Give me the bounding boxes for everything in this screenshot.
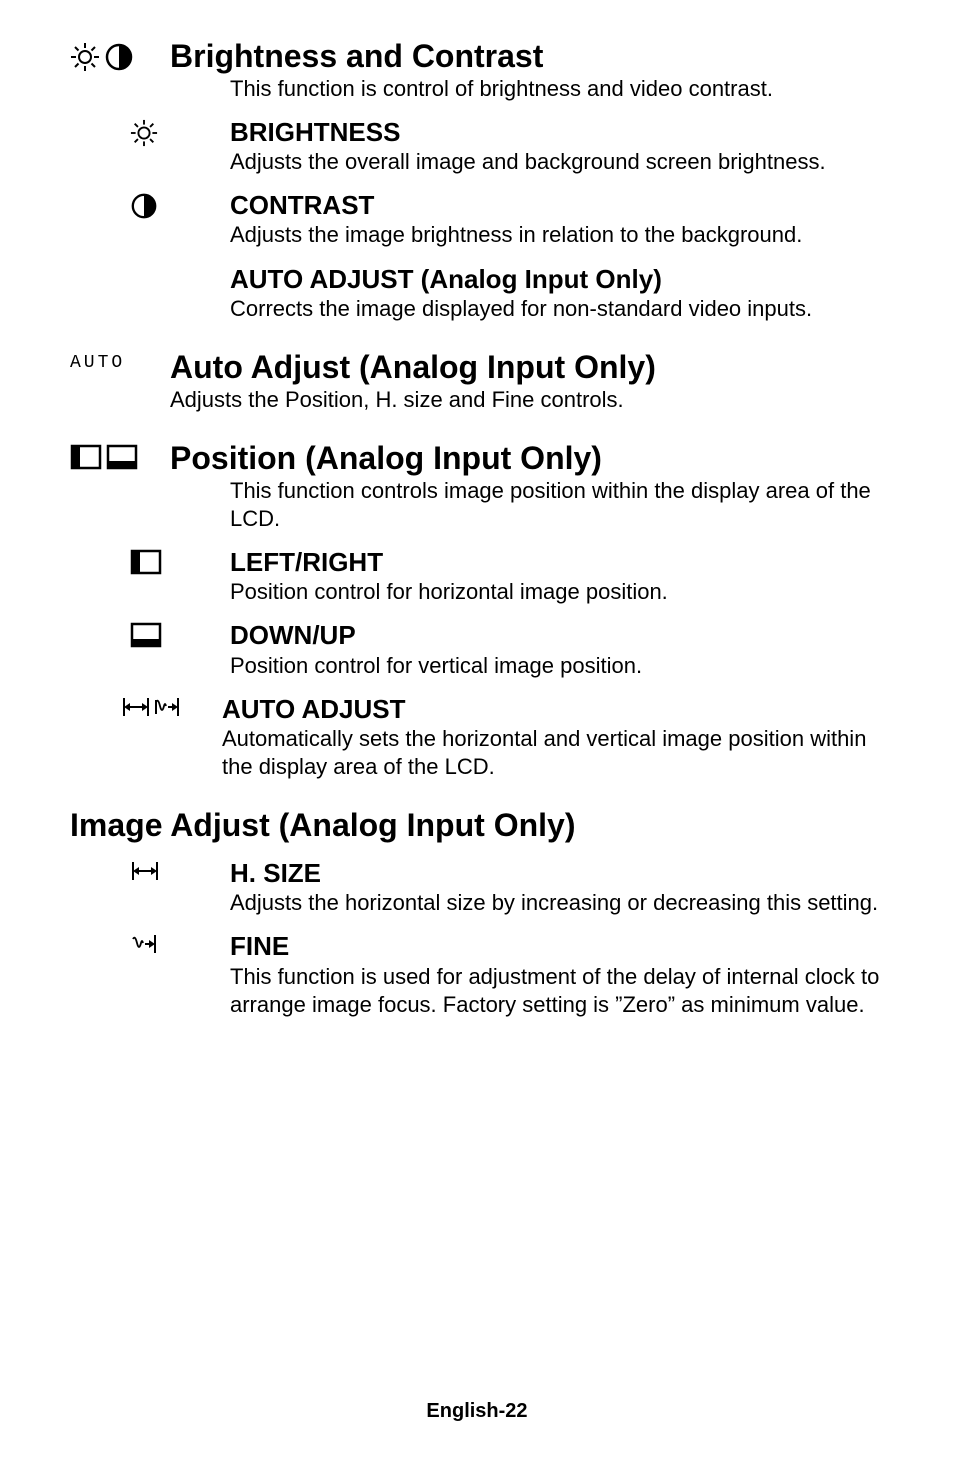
auto-adjust-desc: Adjusts the Position, H. size and Fine c…: [70, 386, 884, 414]
fine-heading: FINE: [230, 931, 884, 962]
position-vertical-icon: [106, 444, 138, 470]
leftright-desc: Position control for horizontal image po…: [230, 578, 884, 606]
contrast-icon: [104, 42, 134, 72]
page-footer: English-22: [0, 1400, 954, 1423]
position-autoadjust-desc: Automatically sets the horizontal and ve…: [222, 725, 884, 781]
hsize-desc: Adjusts the horizontal size by increasin…: [230, 889, 884, 917]
leftright-heading: LEFT/RIGHT: [230, 547, 884, 578]
contrast-icon: [130, 192, 158, 220]
bc-autoadjust-heading: AUTO ADJUST (Analog Input Only): [230, 264, 884, 295]
brightness-contrast-desc: This function is control of brightness a…: [70, 75, 884, 103]
section-auto-adjust: AUTO Auto Adjust (Analog Input Only) Adj…: [70, 349, 884, 414]
brightness-contrast-combo-icon: [70, 38, 170, 72]
brightness-desc: Adjusts the overall image and background…: [230, 148, 884, 176]
brightness-contrast-title: Brightness and Contrast: [170, 38, 884, 75]
auto-text-icon: AUTO: [70, 349, 170, 373]
position-desc: This function controls image position wi…: [70, 477, 884, 533]
downup-desc: Position control for vertical image posi…: [230, 652, 884, 680]
auto-adjust-title: Auto Adjust (Analog Input Only): [170, 349, 884, 386]
hsize-icon: [130, 860, 160, 882]
position-combo-icon: [70, 440, 170, 470]
position-title: Position (Analog Input Only): [170, 440, 884, 477]
manual-page: Brightness and Contrast This function is…: [0, 0, 954, 1475]
position-horizontal-icon: [130, 549, 162, 575]
auto-label: AUTO: [70, 353, 125, 373]
section-position: Position (Analog Input Only) This functi…: [70, 440, 884, 781]
contrast-heading: CONTRAST: [230, 190, 884, 221]
position-horizontal-icon: [70, 444, 102, 470]
fine-desc: This function is used for adjustment of …: [230, 963, 884, 1019]
sun-icon: [130, 119, 158, 147]
sun-icon: [70, 42, 100, 72]
fine-icon: [130, 933, 158, 955]
hsize-icon: [122, 696, 150, 718]
section-image-adjust: Image Adjust (Analog Input Only) H. SIZE…: [70, 807, 884, 1019]
bc-autoadjust-desc: Corrects the image displayed for non-sta…: [230, 295, 884, 323]
hsize-heading: H. SIZE: [230, 858, 884, 889]
position-autoadjust-heading: AUTO ADJUST: [222, 694, 884, 725]
brightness-heading: BRIGHTNESS: [230, 117, 884, 148]
downup-heading: DOWN/UP: [230, 620, 884, 651]
contrast-desc: Adjusts the image brightness in relation…: [230, 221, 884, 249]
position-vertical-icon: [130, 622, 162, 648]
section-brightness-contrast: Brightness and Contrast This function is…: [70, 38, 884, 323]
fine-icon: [154, 696, 180, 718]
image-adjust-title: Image Adjust (Analog Input Only): [70, 807, 884, 844]
